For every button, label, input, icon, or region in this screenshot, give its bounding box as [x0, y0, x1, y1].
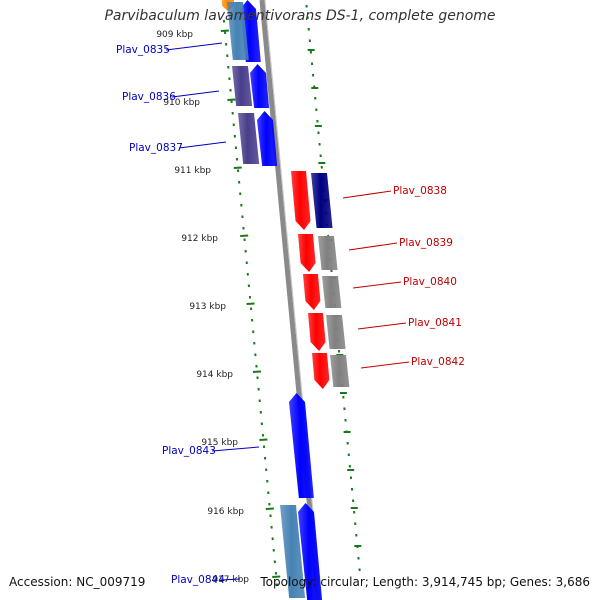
major-tick: [220, 29, 229, 32]
cog-bar: [311, 173, 333, 228]
gene-label-leader: [211, 446, 260, 452]
gene-label: Plav_0839: [399, 237, 453, 249]
gene-arrow: [250, 64, 270, 108]
gene-label-leader: [352, 281, 402, 289]
gene-arrow: [308, 313, 326, 351]
gene-plav-0841: [308, 313, 346, 351]
cog-bar: [238, 113, 260, 164]
gene-label: Plav_0835: [116, 44, 170, 56]
gene-plav-0835: [227, 0, 261, 62]
scale-label: 917 kbp: [212, 575, 249, 585]
scale-label: 912 kbp: [181, 234, 218, 244]
backbone-highlight: [264, 0, 322, 600]
gene-label-leader: [357, 322, 407, 330]
gene-label-leader: [342, 190, 392, 199]
major-tick: [272, 575, 281, 578]
gene-arrow: [298, 503, 323, 600]
gene-plav-0844: [280, 503, 323, 600]
scale-label: 911 kbp: [174, 166, 211, 176]
gene-plav-0843: [289, 393, 314, 498]
gene-label: Plav_0837: [129, 142, 183, 154]
gene-plav-0838: [291, 171, 333, 230]
gene-arrow: [289, 393, 314, 498]
gene-plav-0840: [303, 274, 342, 310]
scale-label: 914 kbp: [196, 370, 233, 380]
major-tick: [227, 98, 236, 101]
major-tick: [240, 234, 249, 237]
major-tick: [265, 507, 274, 510]
gene-label: Plav_0844: [171, 574, 225, 586]
gene-plav-0836: [232, 64, 270, 108]
scale-label: 910 kbp: [163, 98, 200, 108]
gene-label: Plav_0838: [393, 185, 447, 197]
left-tick-ring: [222, 19, 279, 587]
gene-label: Plav_0836: [122, 91, 176, 103]
major-tick: [252, 370, 262, 373]
gene-plav-0839: [298, 234, 338, 272]
gene-label: Plav_0841: [408, 317, 462, 329]
gene-label-leader: [220, 578, 241, 581]
scale-label: 916 kbp: [207, 507, 244, 517]
genome-backbone: [259, 0, 321, 600]
major-tick: [233, 166, 242, 169]
scale-label: 913 kbp: [189, 302, 226, 312]
cog-bar: [322, 276, 342, 308]
gene-label: Plav_0840: [403, 276, 457, 288]
map-title: Parvibaculum lavamentivorans DS-1, compl…: [104, 8, 496, 24]
gene-plav-0842: [312, 353, 350, 389]
gene-label-leader: [171, 90, 220, 98]
cog-bar: [318, 236, 338, 270]
scale-label: 915 kbp: [201, 438, 238, 448]
gene-arrow: [298, 234, 316, 272]
gene-label-leader: [178, 141, 227, 149]
major-tick: [259, 438, 268, 441]
scale-label: 909 kbp: [156, 30, 193, 40]
gene-label-leader: [165, 42, 223, 51]
gene-label-leader: [360, 361, 410, 369]
genome-stats-label: Topology: circular; Length: 3,914,745 bp…: [260, 575, 590, 589]
gene-label-leader: [348, 242, 398, 251]
major-tick: [246, 302, 255, 305]
gene-arrow: [303, 274, 321, 310]
cog-bar: [227, 2, 249, 60]
cog-bar: [326, 315, 346, 349]
accession-label: Accession: NC_009719: [9, 575, 146, 589]
cog-bar: [280, 505, 306, 598]
gene-label: Plav_0842: [411, 356, 465, 368]
gene-arrow: [257, 111, 278, 166]
gene-arrow: [291, 171, 311, 230]
cog-bar: [232, 66, 253, 106]
gene-label: Plav_0843: [162, 445, 216, 457]
gene-plav-0837: [238, 111, 278, 166]
cog-bar: [330, 355, 350, 387]
gene-arrow: [312, 353, 330, 389]
